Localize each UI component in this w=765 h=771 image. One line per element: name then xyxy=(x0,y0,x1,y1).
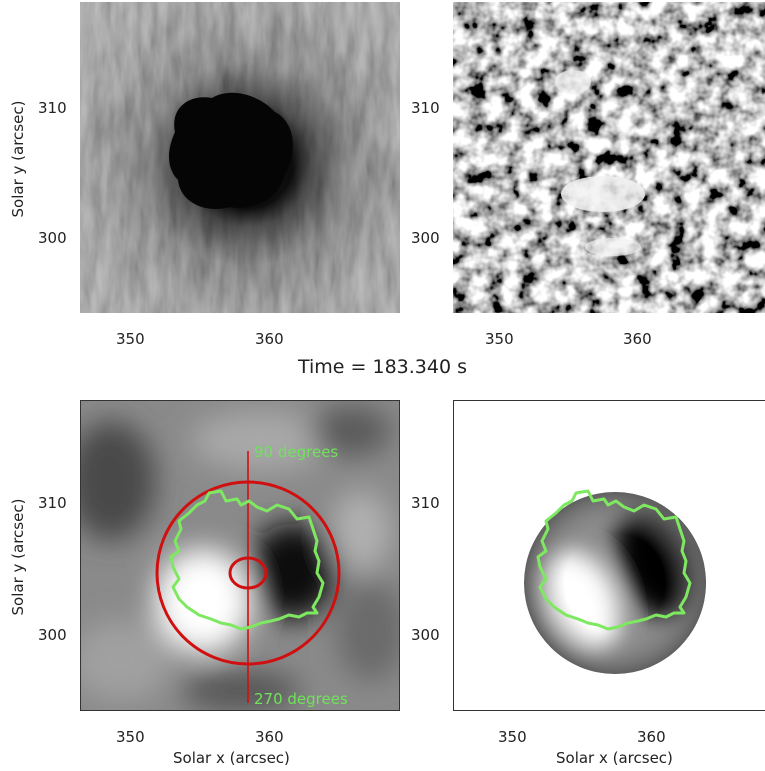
bottom-right-ytick-300: 300 xyxy=(411,626,440,644)
time-title: Time = 183.340 s xyxy=(297,356,467,378)
top-left-ytick-300: 300 xyxy=(38,229,67,247)
top-left-y-axis-label: Solar y (arcsec) xyxy=(9,100,27,218)
bottom-left-ytick-310: 310 xyxy=(38,494,67,512)
bottom-right-x-axis-label: Solar x (arcsec) xyxy=(556,749,673,767)
model-disk-image xyxy=(453,400,765,711)
top-right-xtick-360: 360 xyxy=(623,330,652,348)
green-contour xyxy=(536,489,692,631)
bottom-left-xtick-360: 360 xyxy=(255,728,284,746)
bottom-left-ytick-300: 300 xyxy=(38,626,67,644)
top-left-xtick-350: 350 xyxy=(116,330,145,348)
top-right-xtick-350: 350 xyxy=(485,330,514,348)
bottom-right-ytick-310: 310 xyxy=(411,494,440,512)
sunspot-intensity-image xyxy=(80,2,400,313)
smoothed-map-with-contours xyxy=(80,400,400,711)
bottom-left-x-axis-label: Solar x (arcsec) xyxy=(173,749,290,767)
top-right-ytick-300: 300 xyxy=(411,229,440,247)
top-right-ytick-310: 310 xyxy=(411,99,440,117)
bottom-right-xtick-350: 350 xyxy=(498,728,527,746)
bottom-left-xtick-350: 350 xyxy=(116,728,145,746)
annotation-270-degrees: 270 degrees xyxy=(254,690,348,708)
annotation-90-degrees: 90 degrees xyxy=(254,443,339,461)
bottom-left-y-axis-label: Solar y (arcsec) xyxy=(9,498,27,616)
bottom-right-xtick-360: 360 xyxy=(637,728,666,746)
velocity-difference-image xyxy=(453,2,765,313)
green-contour xyxy=(169,489,325,631)
top-left-xtick-360: 360 xyxy=(255,330,284,348)
top-left-ytick-310: 310 xyxy=(38,99,67,117)
